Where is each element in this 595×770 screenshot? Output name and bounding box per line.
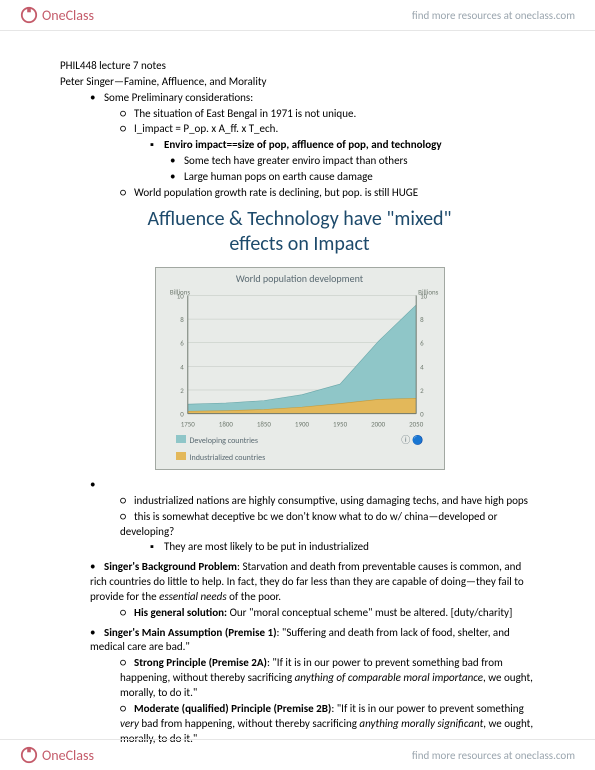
logo-icon xyxy=(20,6,38,24)
chart-title: Affluence & Technology have "mixed" effe… xyxy=(60,207,539,257)
svg-text:2050: 2050 xyxy=(409,420,424,429)
legend-industrial: Industrialized countries xyxy=(176,452,266,464)
document-body: PHIL448 lecture 7 notes Peter Singer—Fam… xyxy=(0,31,595,757)
logo-icon xyxy=(20,746,38,764)
prelim-item-2: ○World population growth rate is declini… xyxy=(60,186,539,201)
svg-text:1850: 1850 xyxy=(256,420,271,429)
general-solution: ○His general solution: Our "moral concep… xyxy=(60,606,539,621)
svg-text:Billions: Billions xyxy=(418,288,438,297)
svg-text:4: 4 xyxy=(180,362,184,371)
header-tagline: find more resources at oneclass.com xyxy=(412,9,575,22)
svg-text:2: 2 xyxy=(180,386,184,395)
footer-tagline: find more resources at oneclass.com xyxy=(412,749,575,762)
lone-bullet: • xyxy=(60,478,539,493)
after-chart-1: ○industrialized nations are highly consu… xyxy=(60,494,539,509)
after-chart-2: ○this is somewhat deceptive bc we don't … xyxy=(60,510,539,540)
background-problem: •Singer's Background Problem: Starvation… xyxy=(60,560,539,605)
impact-sub-1: •Some tech have greater enviro impact th… xyxy=(60,154,539,169)
svg-text:2000: 2000 xyxy=(371,420,386,429)
svg-text:6: 6 xyxy=(180,339,184,348)
page-header: OneClass find more resources at oneclass… xyxy=(0,0,595,31)
svg-text:1950: 1950 xyxy=(333,420,348,429)
svg-text:2: 2 xyxy=(420,386,424,395)
legend-developing: Developing countries xyxy=(176,435,259,447)
prelim-heading: •Some Preliminary considerations: xyxy=(60,91,539,106)
svg-text:1750: 1750 xyxy=(180,420,195,429)
author-line: Peter Singer—Famine, Affluence, and Mora… xyxy=(60,75,539,90)
brand-text: OneClass xyxy=(42,7,94,24)
chart-legend-2: Industrialized countries xyxy=(156,452,444,469)
chart-svg: 00224466881010BillionsBillions1750180018… xyxy=(156,287,444,432)
svg-text:1800: 1800 xyxy=(218,420,233,429)
premise-2a: ○Strong Principle (Premise 2A): "If it i… xyxy=(60,656,539,701)
after-chart-2a: ▪They are most likely to be put in indus… xyxy=(60,540,539,555)
population-chart: World population development 0 0 2 2 4 4 6 6 8 8 1… xyxy=(155,267,445,470)
chart-panel-title: World population development xyxy=(156,268,444,288)
svg-text:8: 8 xyxy=(420,315,424,324)
footer-logo: OneClass xyxy=(20,746,94,764)
svg-text:0: 0 xyxy=(420,410,424,419)
legend-source-icons: ⓘ 🔵 xyxy=(401,435,423,447)
page-footer: OneClass find more resources at oneclass… xyxy=(0,739,595,770)
prelim-item-1: ○The situation of East Bengal in 1971 is… xyxy=(60,107,539,122)
course-line: PHIL448 lecture 7 notes xyxy=(60,59,539,74)
premise-1: •Singer's Main Assumption (Premise 1): "… xyxy=(60,626,539,656)
impact-bold: ▪Enviro impact==size of pop, affluence o… xyxy=(60,138,539,153)
svg-text:8: 8 xyxy=(180,315,184,324)
svg-text:6: 6 xyxy=(420,339,424,348)
svg-text:Billions: Billions xyxy=(169,288,189,297)
svg-text:1900: 1900 xyxy=(294,420,309,429)
svg-text:0: 0 xyxy=(180,410,184,419)
impact-formula: ○I_impact = P_op. x A_ff. x T_ech. xyxy=(60,122,539,137)
svg-text:4: 4 xyxy=(420,362,424,371)
chart-legend: Developing countries ⓘ 🔵 xyxy=(156,432,444,452)
impact-sub-2: •Large human pops on earth cause damage xyxy=(60,170,539,185)
footer-brand: OneClass xyxy=(42,747,94,764)
brand-logo: OneClass xyxy=(20,6,94,24)
